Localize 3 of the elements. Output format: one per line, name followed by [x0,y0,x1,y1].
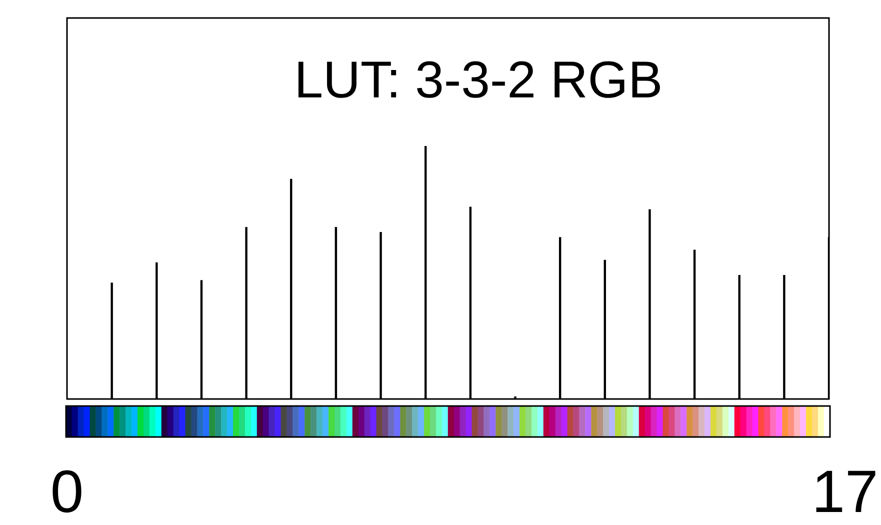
text: 0 [52,470,82,513]
chart-title: LUT: 3-3-2 RGB [298,61,660,98]
text: 17 [816,470,876,512]
